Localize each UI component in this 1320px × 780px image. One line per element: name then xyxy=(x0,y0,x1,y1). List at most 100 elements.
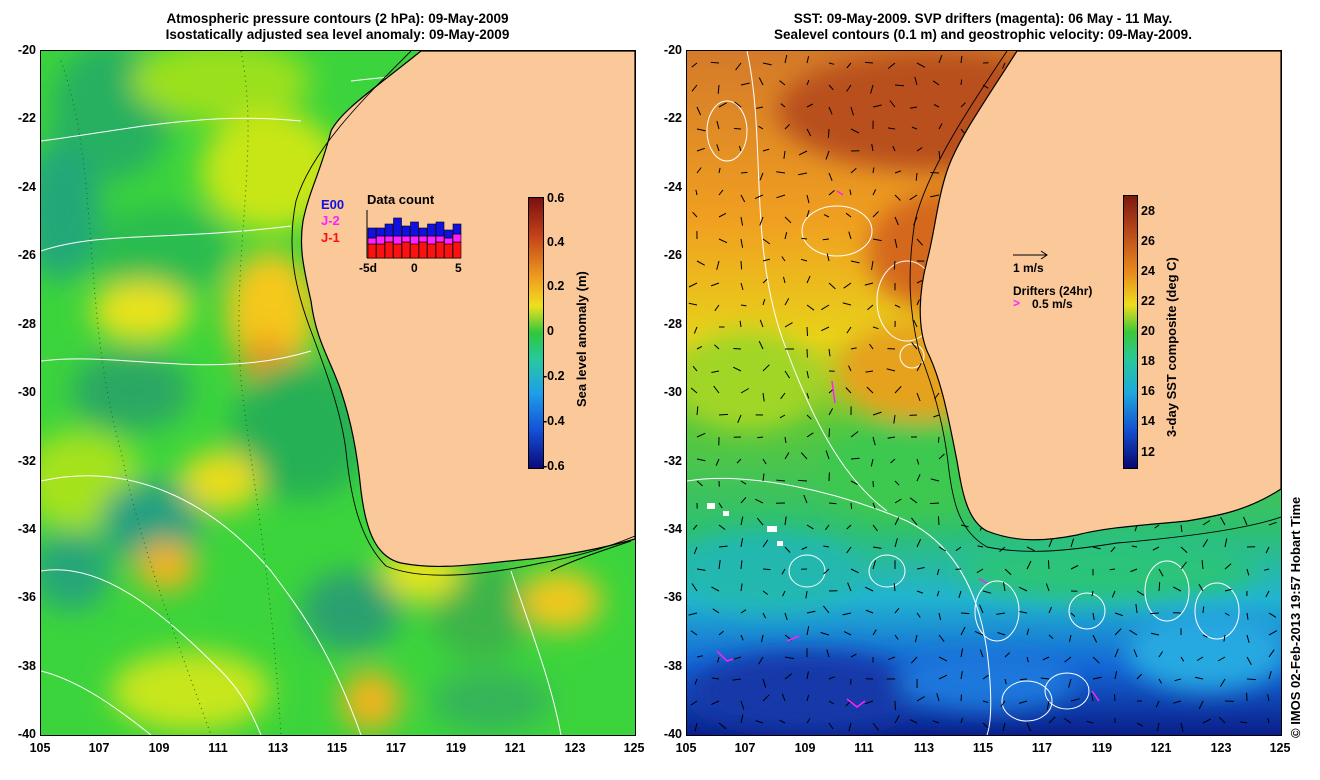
velocity-arrow xyxy=(783,150,786,159)
drifter-legend-marker: > xyxy=(1013,296,1021,310)
velocity-arrow xyxy=(1129,629,1138,636)
velocity-arrow xyxy=(936,568,940,576)
sea-level-anomaly-canvas xyxy=(41,51,635,735)
velocity-arrow xyxy=(820,632,830,636)
sla-tick-3: 0 xyxy=(547,324,554,338)
velocity-arrow xyxy=(828,84,834,91)
geostrophic-velocity-arrows xyxy=(688,54,1278,732)
velocity-arrow xyxy=(732,678,742,681)
velocity-arrow xyxy=(894,216,899,226)
velocity-arrow xyxy=(1224,538,1228,548)
velocity-arrow xyxy=(759,216,764,226)
velocity-arrow xyxy=(842,302,852,306)
drifter-legend-value: 0.5 m/s xyxy=(1032,297,1073,311)
velocity-arrow xyxy=(711,700,720,705)
velocity-arrow xyxy=(696,480,703,487)
velocity-arrow xyxy=(1202,606,1205,614)
velocity-arrow xyxy=(739,320,742,328)
velocity-arrow xyxy=(982,674,989,680)
velocity-arrow xyxy=(1246,656,1252,665)
sla-tick-1: 0.4 xyxy=(547,235,565,249)
data-count-bar xyxy=(435,221,445,237)
velocity-arrow xyxy=(694,722,698,732)
velocity-arrow xyxy=(740,216,744,226)
left-lat-tick: -30 xyxy=(17,385,36,399)
left-lon-tick: 109 xyxy=(148,741,170,755)
velocity-arrow xyxy=(718,212,727,218)
right-lat-tick: -34 xyxy=(663,522,682,536)
vector-legend-label: 1 m/s xyxy=(1013,261,1044,275)
velocity-arrow xyxy=(915,172,918,181)
velocity-arrow xyxy=(806,304,815,311)
left-lon-tick: 117 xyxy=(385,741,407,755)
velocity-arrow xyxy=(759,319,764,328)
velocity-arrow xyxy=(762,694,770,702)
velocity-arrow xyxy=(1004,568,1012,576)
left-lon-tick: 113 xyxy=(267,741,289,755)
velocity-arrow xyxy=(1068,678,1072,688)
velocity-arrow xyxy=(916,238,924,246)
velocity-arrow xyxy=(1092,676,1102,680)
velocity-arrow xyxy=(828,348,831,357)
velocity-arrow xyxy=(1092,612,1095,620)
velocity-arrow xyxy=(1158,651,1164,658)
velocity-arrow xyxy=(828,62,835,65)
velocity-arrow xyxy=(846,326,852,334)
velocity-arrow xyxy=(1265,546,1270,554)
velocity-arrow xyxy=(1224,563,1232,570)
velocity-arrow xyxy=(894,386,902,394)
sst-tick-7: 14 xyxy=(1141,414,1155,428)
velocity-arrow xyxy=(823,214,830,218)
velocity-arrow xyxy=(695,189,698,196)
velocity-arrow xyxy=(1217,656,1226,662)
sst-tick-8: 12 xyxy=(1141,445,1155,459)
bathymetry-contour xyxy=(909,51,1281,552)
svp-drifter-tracks xyxy=(716,190,1100,708)
velocity-arrow xyxy=(1026,560,1032,570)
velocity-arrow xyxy=(784,546,791,553)
data-count-bar xyxy=(410,235,419,245)
velocity-arrow xyxy=(718,238,728,244)
velocity-arrow xyxy=(911,126,918,130)
velocity-arrow xyxy=(938,55,943,64)
data-count-bar xyxy=(418,227,428,237)
left-lon-tick: 111 xyxy=(208,741,228,755)
velocity-arrow xyxy=(693,546,698,555)
velocity-arrow xyxy=(776,171,786,174)
sla-tick-5: -0.4 xyxy=(543,414,565,428)
velocity-arrow xyxy=(937,436,940,443)
velocity-arrow xyxy=(803,494,808,504)
velocity-arrow xyxy=(916,612,921,618)
velocity-arrow xyxy=(781,693,786,702)
velocity-arrow xyxy=(691,583,698,592)
velocity-arrow xyxy=(718,167,721,174)
velocity-arrow xyxy=(872,326,879,330)
right-lon-tick: 119 xyxy=(1091,741,1113,755)
velocity-arrow xyxy=(1135,604,1138,614)
velocity-arrow xyxy=(783,276,786,284)
velocity-arrow xyxy=(740,194,746,203)
velocity-arrow xyxy=(782,590,786,597)
velocity-arrow xyxy=(892,145,896,152)
velocity-arrow xyxy=(979,649,984,658)
velocity-arrow xyxy=(894,715,900,724)
right-lon-tick: 117 xyxy=(1031,741,1053,755)
right-lon-tick: 113 xyxy=(913,741,935,755)
velocity-arrow xyxy=(864,282,874,286)
sst-cloud-patches xyxy=(707,503,783,546)
velocity-arrow xyxy=(718,413,729,416)
velocity-arrow xyxy=(1026,722,1032,732)
data-count-bar xyxy=(410,243,419,259)
velocity-arrow xyxy=(1223,634,1226,642)
velocity-arrow xyxy=(916,362,922,372)
data-count-bar xyxy=(444,237,453,245)
velocity-arrow xyxy=(976,568,984,574)
velocity-arrow xyxy=(756,517,764,526)
velocity-arrow xyxy=(762,278,768,284)
velocity-arrow xyxy=(762,62,772,66)
velocity-arrow xyxy=(740,496,747,504)
velocity-arrow xyxy=(1045,583,1050,592)
right-lon-tick: 105 xyxy=(675,741,697,755)
velocity-arrow xyxy=(1048,538,1053,548)
velocity-arrow xyxy=(740,634,744,641)
